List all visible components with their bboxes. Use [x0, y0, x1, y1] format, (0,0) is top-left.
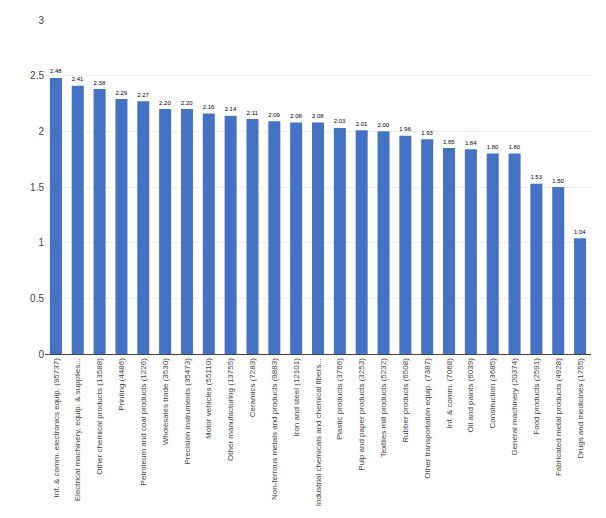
svg-text:3: 3: [38, 15, 44, 26]
svg-text:2.16: 2.16: [203, 104, 215, 110]
svg-text:2.41: 2.41: [72, 76, 84, 82]
svg-text:1.50: 1.50: [552, 178, 564, 184]
svg-text:1.85: 1.85: [443, 139, 455, 145]
svg-text:Drugs and medicines (1755): Drugs and medicines (1755): [576, 358, 585, 459]
svg-text:2.48: 2.48: [50, 68, 62, 74]
svg-text:Petroleum and coal products (1: Petroleum and coal products (1226): [139, 358, 148, 486]
svg-text:Oil and paints (6039): Oil and paints (6039): [466, 358, 475, 433]
svg-text:Inf. & comm. (7068): Inf. & comm. (7068): [445, 358, 454, 429]
svg-text:1.84: 1.84: [465, 140, 477, 146]
svg-text:Motor vehicles (55110): Motor vehicles (55110): [204, 358, 213, 439]
svg-text:Wholesales trade (3530): Wholesales trade (3530): [161, 358, 170, 445]
svg-text:2.5: 2.5: [30, 70, 44, 81]
svg-text:Precision instruments (35473): Precision instruments (35473): [183, 358, 192, 465]
svg-text:Pulp and paper products (3253): Pulp and paper products (3253): [357, 358, 366, 471]
svg-text:2.29: 2.29: [115, 90, 127, 96]
svg-text:Other transportation equip. (7: Other transportation equip. (7387): [423, 358, 432, 479]
svg-text:Plastic products (3766): Plastic products (3766): [335, 358, 344, 440]
svg-text:2.20: 2.20: [159, 100, 171, 106]
svg-text:2.08: 2.08: [312, 113, 324, 119]
svg-text:2.08: 2.08: [290, 113, 302, 119]
svg-text:1.96: 1.96: [399, 126, 411, 132]
svg-text:Fabricated metal products (492: Fabricated metal products (4928): [554, 358, 563, 476]
svg-text:Iron and steel (12101): Iron and steel (12101): [292, 358, 301, 437]
svg-text:1.5: 1.5: [30, 182, 44, 193]
svg-text:2.14: 2.14: [225, 106, 237, 112]
svg-text:Rubber products (6508): Rubber products (6508): [401, 358, 410, 443]
svg-text:1.93: 1.93: [421, 130, 433, 136]
svg-text:1.80: 1.80: [487, 144, 499, 150]
svg-text:General machinery (20374): General machinery (20374): [510, 358, 519, 456]
svg-text:Food products (2591): Food products (2591): [532, 358, 541, 435]
svg-text:2.20: 2.20: [181, 100, 193, 106]
svg-text:Construction (3685): Construction (3685): [488, 358, 497, 429]
svg-text:1: 1: [38, 237, 44, 248]
svg-text:Inf. & comm. electronics equip: Inf. & comm. electronics equip. (95737): [52, 358, 61, 498]
svg-text:1.53: 1.53: [530, 174, 542, 180]
svg-text:Other manufacturing (13755): Other manufacturing (13755): [226, 358, 235, 461]
svg-text:1.04: 1.04: [574, 229, 586, 235]
svg-text:2: 2: [38, 126, 44, 137]
svg-text:0.5: 0.5: [30, 293, 44, 304]
svg-text:2.27: 2.27: [137, 92, 149, 98]
svg-text:2.09: 2.09: [268, 112, 280, 118]
svg-text:2.01: 2.01: [356, 121, 368, 127]
svg-text:Printing (4486): Printing (4486): [117, 358, 126, 411]
svg-text:Electrical machinery, equip. &: Electrical machinery, equip. & supplies.…: [73, 358, 82, 501]
svg-text:Non-ferrous metals and product: Non-ferrous metals and products (9883): [270, 358, 279, 500]
svg-text:2.00: 2.00: [378, 122, 390, 128]
svg-text:2.03: 2.03: [334, 118, 346, 124]
svg-text:Other chemical products (13588: Other chemical products (13588): [95, 358, 104, 475]
svg-text:0: 0: [38, 349, 44, 360]
svg-text:Industrial chemicals and chemi: Industrial chemicals and chemical fibers…: [314, 358, 323, 506]
svg-text:1.80: 1.80: [509, 144, 521, 150]
svg-text:Textiles mill products (5232): Textiles mill products (5232): [379, 358, 388, 457]
svg-text:Ceramics (7283): Ceramics (7283): [248, 358, 257, 417]
svg-text:2.11: 2.11: [246, 109, 258, 116]
svg-text:2.38: 2.38: [94, 80, 106, 86]
